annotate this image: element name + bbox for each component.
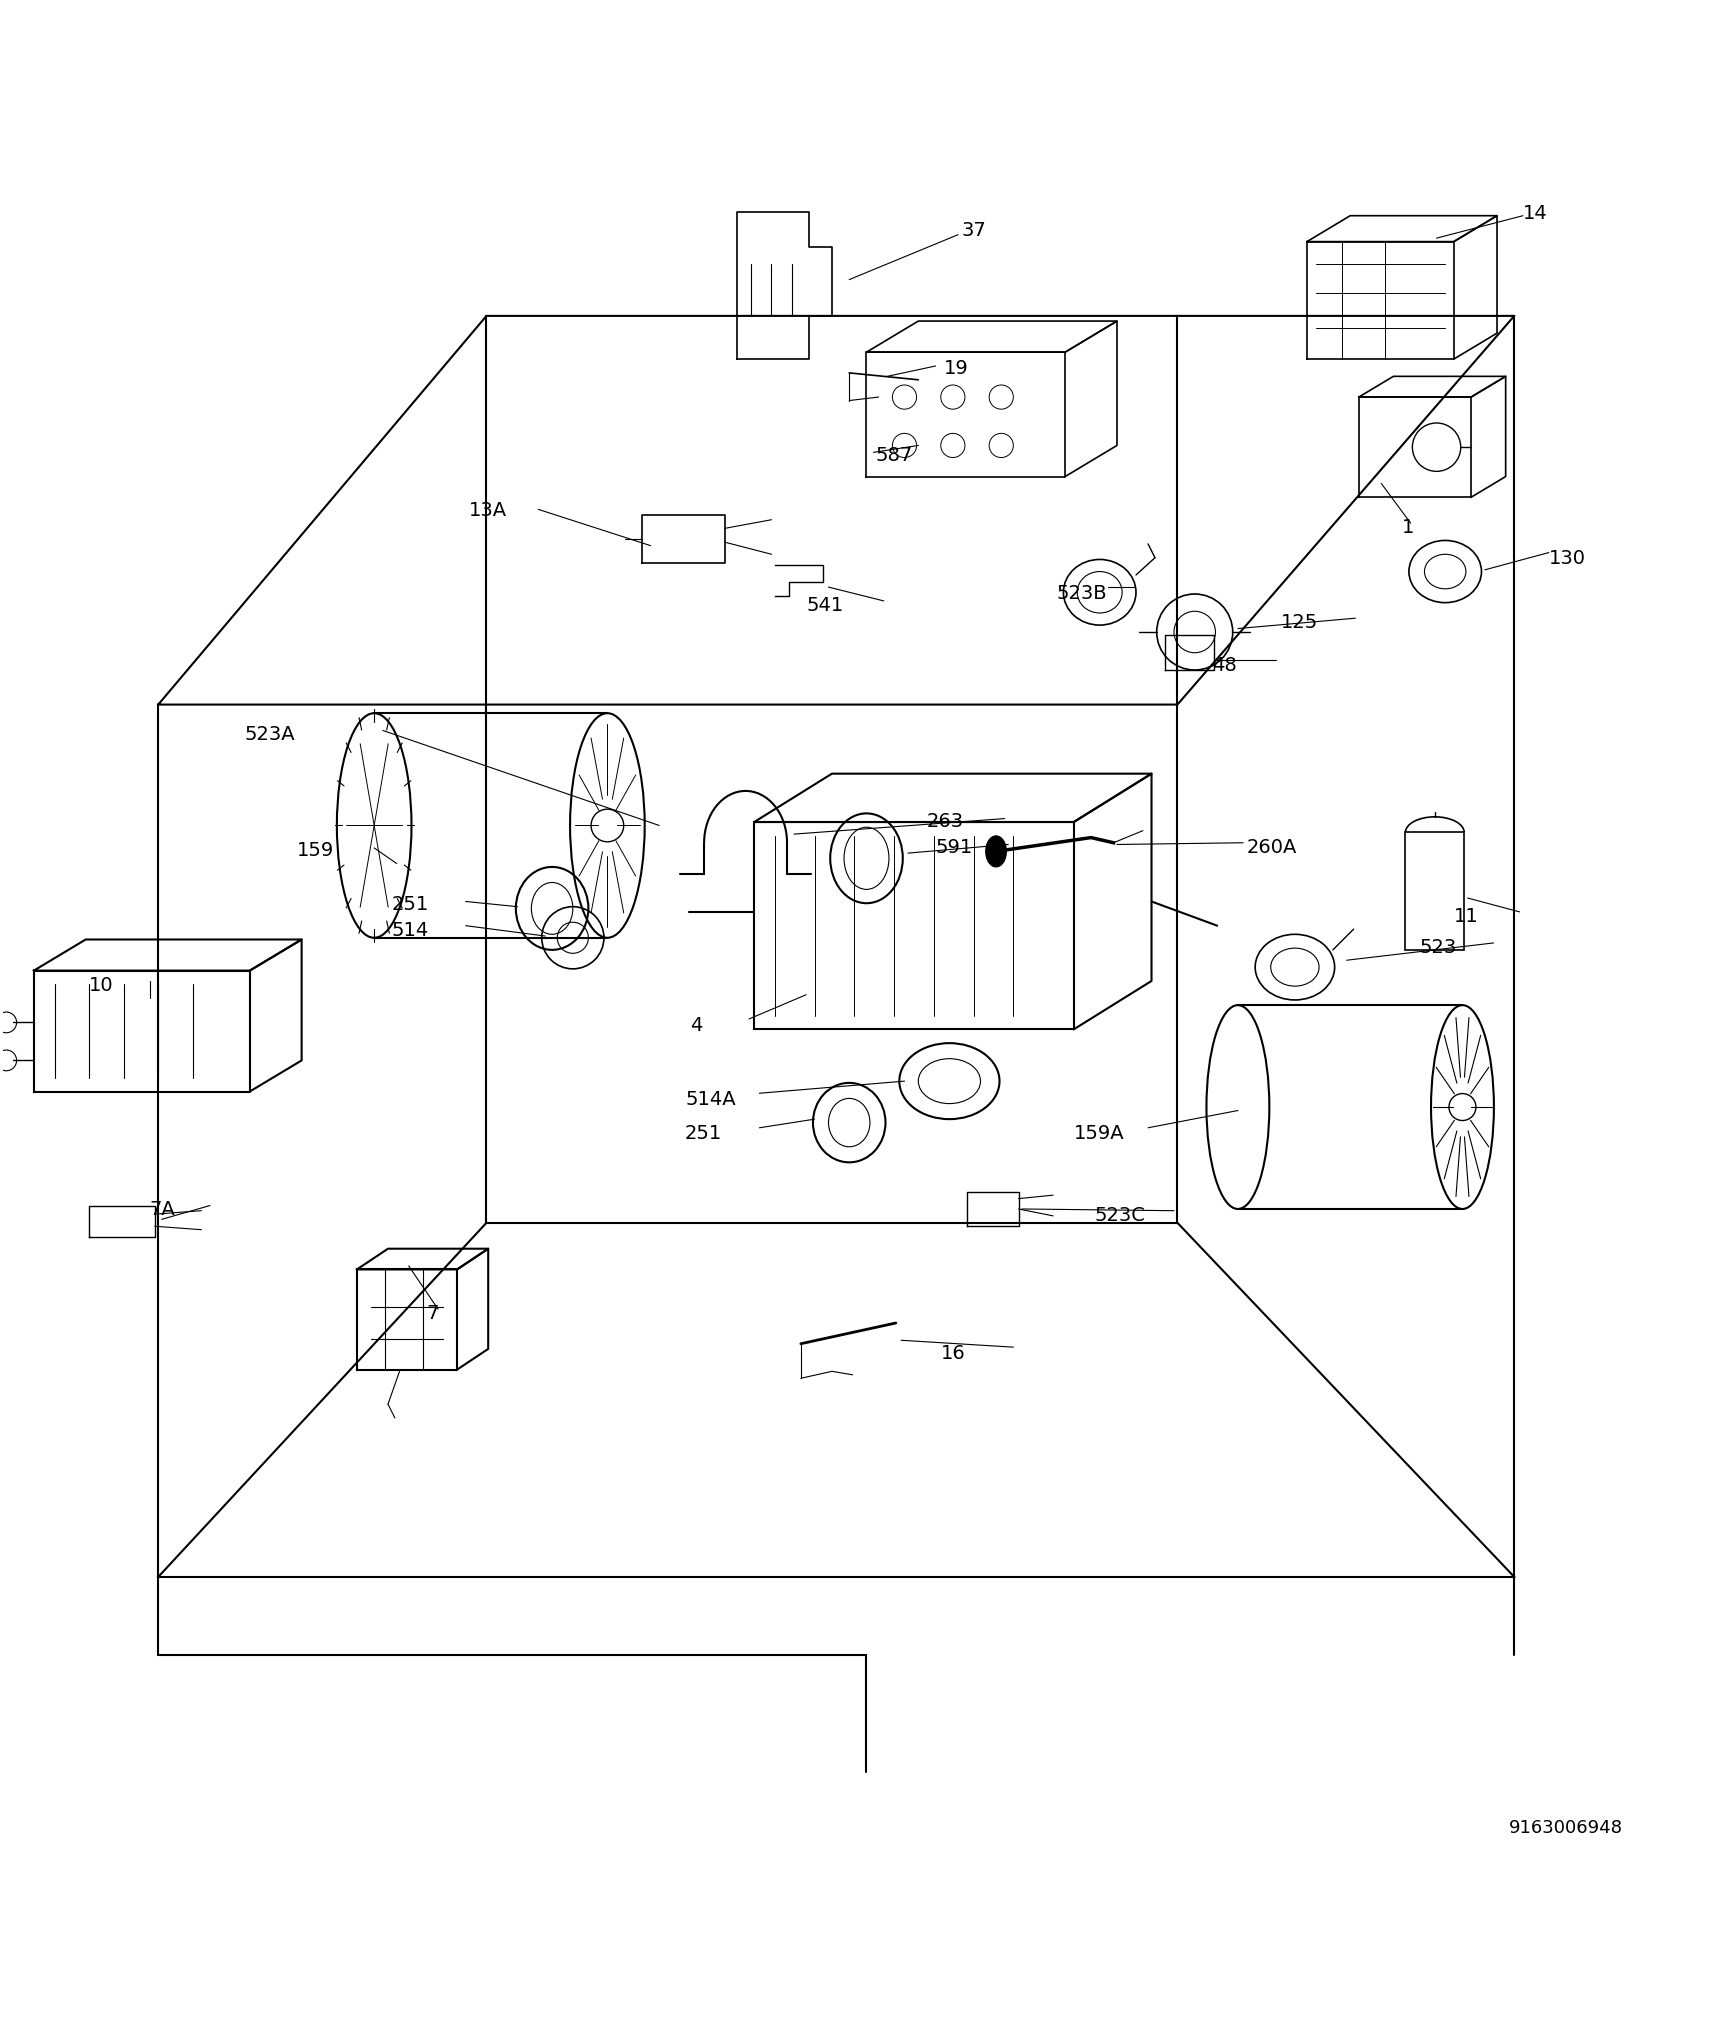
Text: 9163006948: 9163006948 xyxy=(1509,1819,1623,1837)
Text: 159A: 159A xyxy=(1074,1124,1124,1142)
Text: 7: 7 xyxy=(426,1303,438,1323)
Bar xyxy=(1405,833,1464,951)
Text: 130: 130 xyxy=(1548,549,1585,569)
Text: 125: 125 xyxy=(1280,614,1318,632)
Text: 523A: 523A xyxy=(244,725,294,744)
Text: 10: 10 xyxy=(88,975,114,994)
Text: 14: 14 xyxy=(1522,203,1547,224)
Text: 263: 263 xyxy=(927,811,963,831)
Text: 11: 11 xyxy=(1453,906,1477,925)
Text: 7A: 7A xyxy=(149,1199,175,1219)
Text: 48: 48 xyxy=(1211,656,1237,675)
Text: 541: 541 xyxy=(805,595,843,614)
Text: 523B: 523B xyxy=(1057,583,1107,601)
Text: 159: 159 xyxy=(296,841,334,860)
Ellipse shape xyxy=(986,837,1006,868)
Text: 251: 251 xyxy=(391,894,428,912)
Text: 13A: 13A xyxy=(469,500,507,520)
Text: 4: 4 xyxy=(689,1016,701,1034)
Text: 523C: 523C xyxy=(1095,1205,1145,1223)
Text: 523: 523 xyxy=(1419,937,1455,957)
Text: 514: 514 xyxy=(391,920,428,939)
Text: 514A: 514A xyxy=(684,1089,736,1107)
Text: 591: 591 xyxy=(935,837,972,855)
Text: 37: 37 xyxy=(961,221,986,240)
Text: 19: 19 xyxy=(944,360,968,378)
Text: 251: 251 xyxy=(684,1124,722,1142)
Text: 260A: 260A xyxy=(1245,837,1296,855)
Text: 16: 16 xyxy=(940,1343,965,1361)
Text: 587: 587 xyxy=(875,445,911,465)
Text: 1: 1 xyxy=(1401,518,1413,536)
